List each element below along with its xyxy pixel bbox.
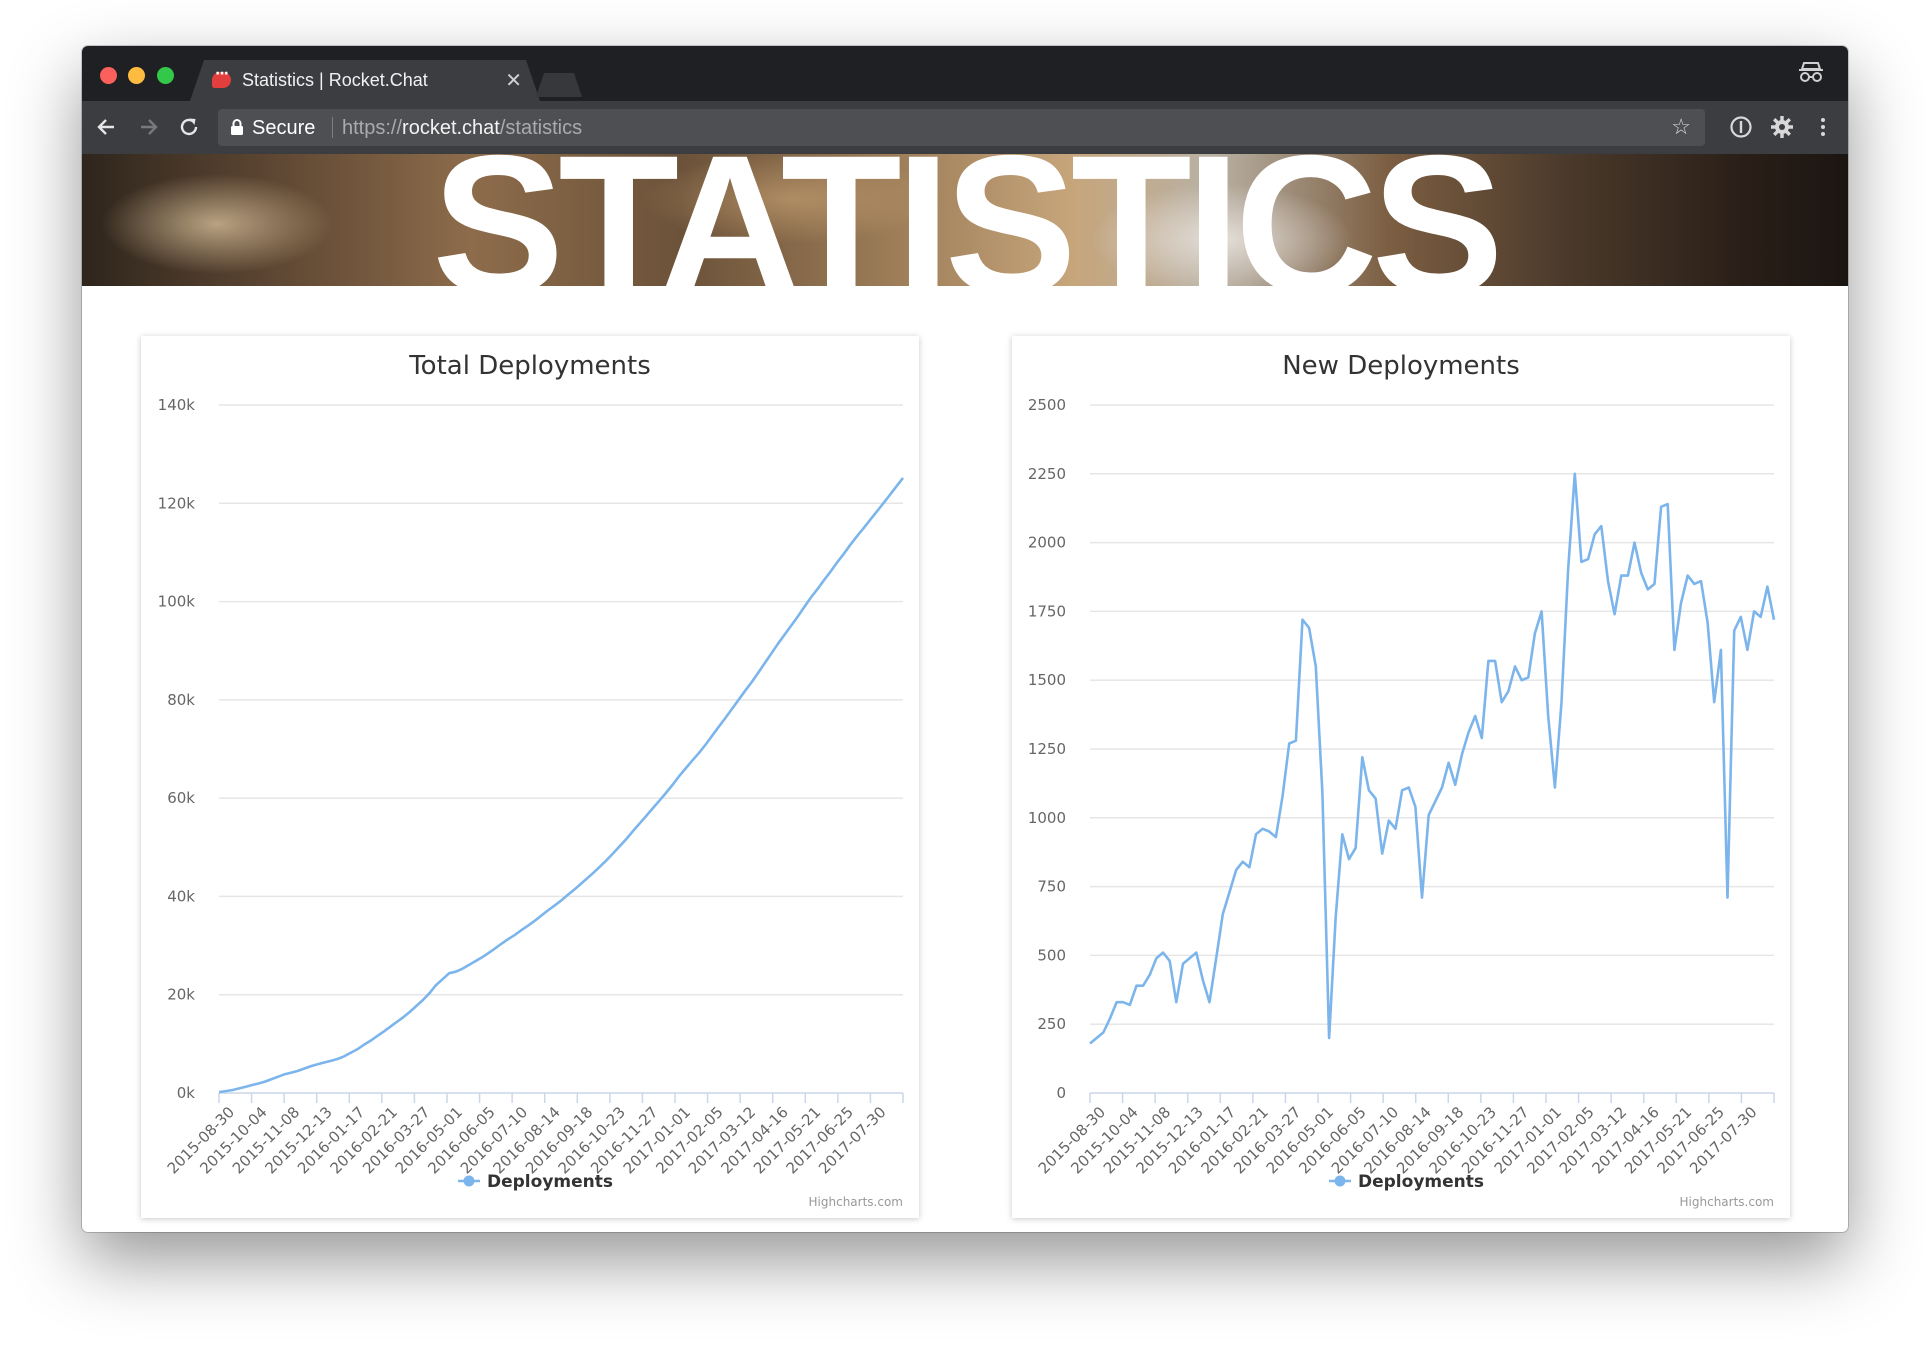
browser-window: Statistics | Rocket.Chat ✕: [82, 46, 1848, 1232]
chart-title: Total Deployments: [408, 351, 651, 381]
statistics-banner: STATISTICS: [82, 154, 1848, 286]
y-tick-label: 140k: [158, 396, 196, 414]
y-tick-label: 500: [1037, 946, 1066, 964]
y-tick-label: 2000: [1028, 534, 1066, 552]
browser-menu-icon[interactable]: [1810, 114, 1836, 140]
tab-strip: Statistics | Rocket.Chat ✕: [82, 46, 1848, 101]
browser-toolbar: Secure https://rocket.chat/statistics ☆: [82, 101, 1848, 154]
y-tick-label: 0k: [177, 1084, 196, 1102]
tab-close-icon[interactable]: ✕: [505, 70, 522, 92]
total-deployments-chart: Total Deployments 0k 20k 40k 60k 80k 100k 120k 1…: [141, 336, 919, 1218]
banner-tower-image: [642, 154, 942, 244]
new-deployments-chart: New Deployments 0 250 500 750 1000 1250 1500 175…: [1012, 336, 1790, 1218]
y-tick-label: 1750: [1028, 602, 1066, 620]
y-tick-label: 20k: [167, 986, 195, 1004]
y-tick-label: 2500: [1028, 396, 1066, 414]
highcharts-credit: Highcharts.com: [1680, 1195, 1774, 1209]
legend-marker-symbol: [1334, 1175, 1346, 1187]
y-tick-label: 250: [1037, 1015, 1066, 1033]
legend-label-deployments: Deployments: [1358, 1172, 1484, 1192]
new-deployments-chart-svg: New Deployments 0 250 500 750 1000 1250 1500 175…: [1028, 351, 1776, 1209]
address-divider: [332, 117, 333, 138]
total-deployments-chart-svg: Total Deployments 0k 20k 40k 60k 80k 100k 120k 1…: [158, 351, 905, 1209]
url-host: rocket.chat: [402, 117, 500, 139]
browser-tab[interactable]: Statistics | Rocket.Chat ✕: [190, 60, 540, 101]
series-line-deployments: [1089, 472, 1776, 1045]
y-tick-label: 120k: [158, 494, 196, 512]
y-tick-label: 0: [1056, 1084, 1066, 1102]
y-tick-label: 2250: [1028, 465, 1066, 483]
legend-label-deployments: Deployments: [487, 1172, 613, 1192]
legend-marker-symbol: [463, 1175, 475, 1187]
series-line-deployments: [218, 477, 905, 1094]
y-tick-label: 1000: [1028, 809, 1066, 827]
highcharts-credit: Highcharts.com: [809, 1195, 903, 1209]
y-tick-label: 100k: [158, 593, 196, 611]
tab-title: Statistics | Rocket.Chat: [242, 70, 428, 90]
new-tab-button[interactable]: [536, 73, 582, 97]
secure-label: Secure: [252, 117, 316, 139]
lock-icon: [231, 119, 243, 135]
forward-arrow-icon[interactable]: [133, 112, 163, 142]
y-tick-label: 1500: [1028, 671, 1066, 689]
url-path: /statistics: [499, 117, 583, 139]
y-tick-label: 1250: [1028, 740, 1066, 758]
y-tick-label: 750: [1037, 878, 1066, 896]
url-scheme: https://: [342, 117, 403, 139]
reload-icon[interactable]: [174, 112, 204, 142]
minimize-window-button[interactable]: [128, 67, 145, 84]
extension-info-icon[interactable]: [1728, 114, 1754, 140]
banner-title: STATISTICS: [432, 154, 1504, 286]
banner-rocket-image: [1092, 184, 1352, 286]
rocket-chat-favicon-icon: [212, 66, 231, 88]
gear-icon[interactable]: [1769, 114, 1795, 140]
back-arrow-icon[interactable]: [92, 112, 122, 142]
bookmark-star-icon[interactable]: ☆: [1671, 114, 1691, 139]
incognito-icon: [1799, 62, 1823, 82]
url-text[interactable]: https://rocket.chat/statistics: [342, 117, 582, 140]
chart-title: New Deployments: [1282, 351, 1520, 381]
close-window-button[interactable]: [100, 67, 117, 84]
y-tick-label: 40k: [167, 887, 195, 905]
zoom-window-button[interactable]: [157, 67, 174, 84]
banner-cloud-image: [102, 174, 332, 274]
y-tick-label: 60k: [167, 789, 195, 807]
y-tick-label: 80k: [167, 691, 195, 709]
address-bar[interactable]: Secure https://rocket.chat/statistics ☆: [218, 109, 1705, 146]
